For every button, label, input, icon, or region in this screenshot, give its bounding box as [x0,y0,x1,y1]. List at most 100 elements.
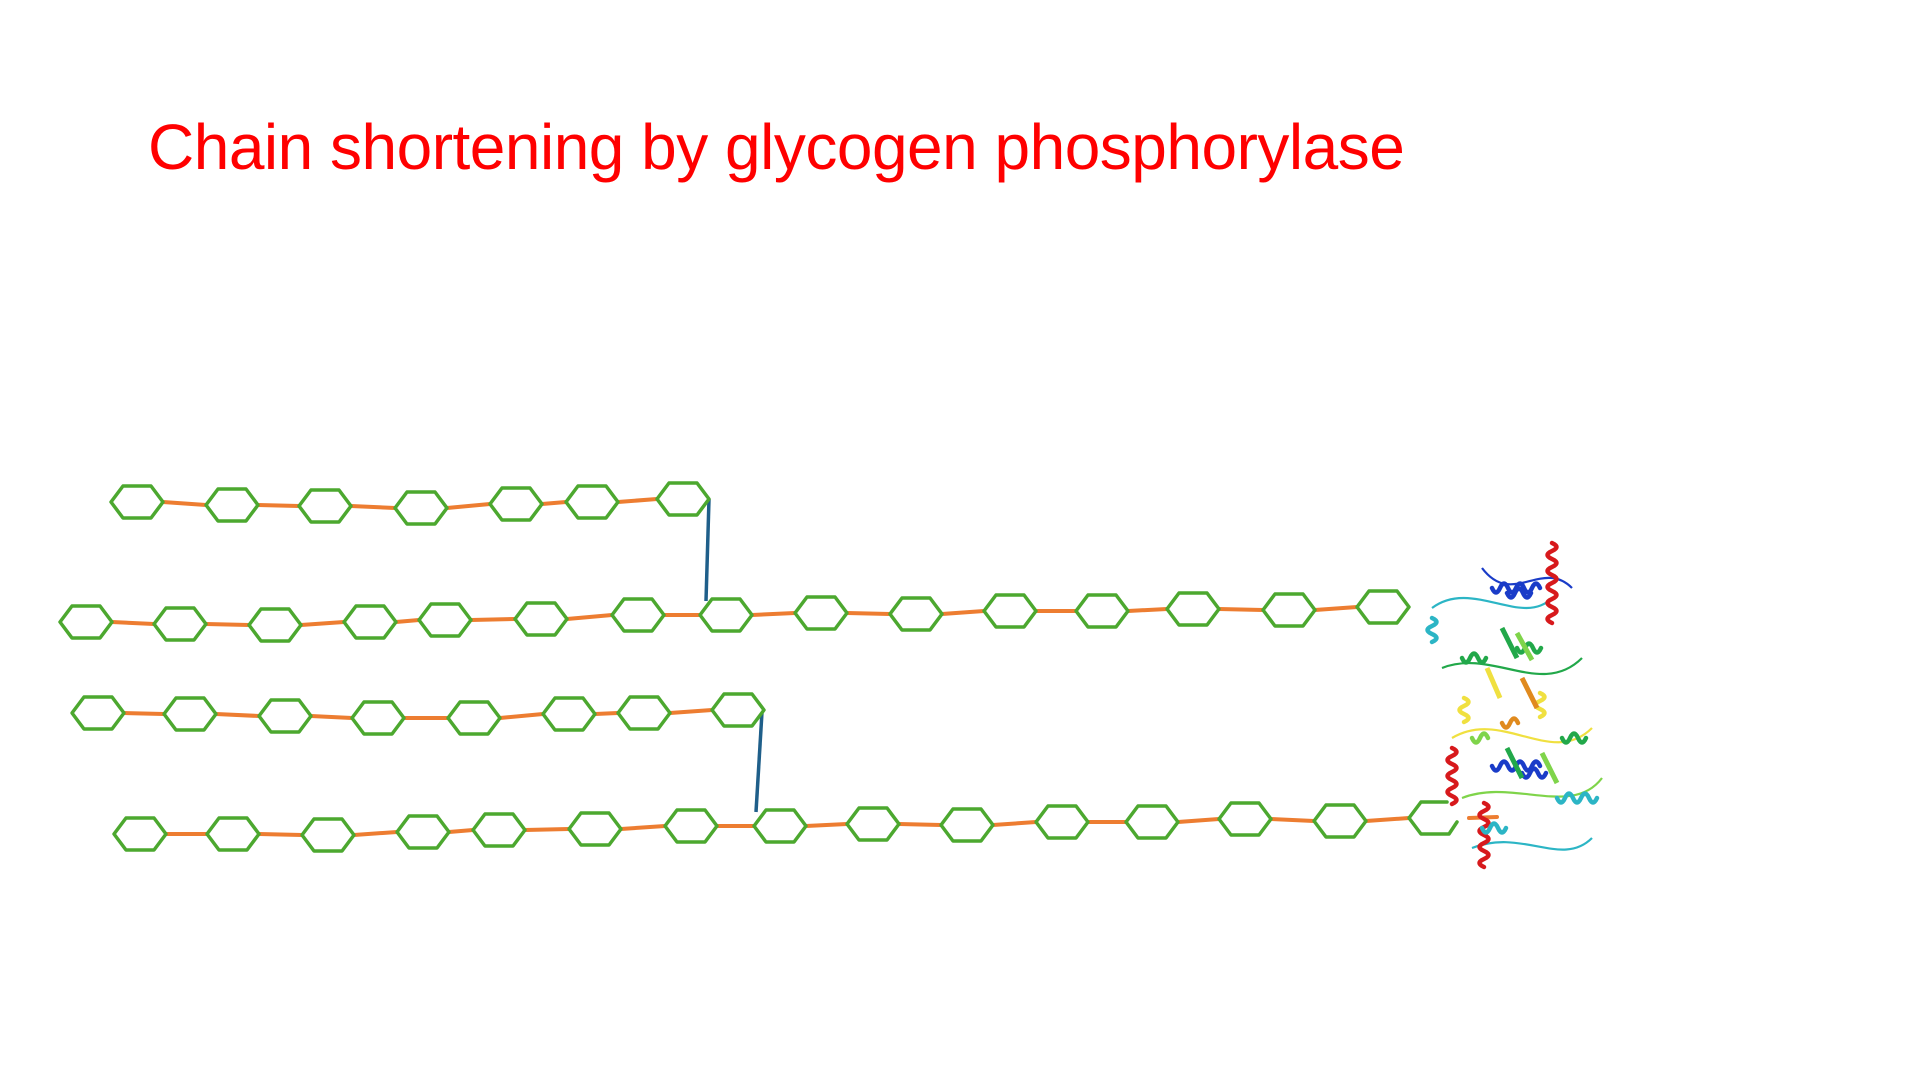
ribbon-helix [1519,766,1549,780]
branch-chain-2-glucose-unit [710,692,766,728]
main-chain-2-glucose-unit [1034,804,1090,840]
protein-ribbon-structure-icon [1425,540,1603,870]
ribbon-helix [1545,540,1559,626]
main-chain-2-glucose-unit [1124,804,1180,840]
main-chain-2-glucose-unit [663,808,719,844]
branch-chain-2-glucose-unit [162,696,218,732]
main-chain-2-glucose-unit [1312,803,1368,839]
main-chain-1-bond [469,617,517,622]
branch-chain-2-bond [498,712,545,720]
branch-chain-2-bond [309,714,354,720]
main-chain-1-glucose-unit [1355,589,1411,625]
main-chain-2-glucose-unit [300,817,356,853]
main-chain-1-glucose-unit [888,596,944,632]
main-chain-1-bond [1126,607,1169,613]
ribbon-helix [1459,651,1489,665]
ribbon-helix [1425,615,1439,645]
ribbon-helix [1514,641,1544,655]
main-chain-1-glucose-unit [247,607,303,643]
branch-chain-1-bond [349,504,397,510]
main-chain-2-bond [352,830,399,837]
ribbon-helix [1457,695,1471,725]
main-chain-2-bond [619,824,667,831]
branch-chain-2-bond [668,708,714,715]
branch-chain-1-bond [616,497,659,504]
glucose-units-layer [58,481,1459,853]
branch-chain-1-bond [256,503,301,508]
main-chain-2-glucose-unit [939,807,995,843]
branch-chain-1-bond [161,500,208,507]
main-chain-2-bond [1364,816,1411,823]
branch-chain-2-bond [122,711,166,716]
branch-chain-1-glucose-unit [297,488,353,524]
main-chain-2-bond [991,820,1038,827]
main-chain-1-bond [394,618,421,624]
branch-chain-1-glucose-unit [488,486,544,522]
branch-link-2 [754,711,764,813]
main-chain-1-glucose-unit [1074,593,1130,629]
branch-chain-1-bond [540,500,568,506]
branch-chain-1-glucose-unit [393,490,449,526]
main-chain-2-bond [804,822,849,828]
main-chain-1-bond [1313,605,1359,612]
ribbon-helix [1554,791,1600,805]
branch-chain-2-bond [593,711,620,716]
ribbon-strand [1499,626,1520,660]
ribbon-helix [1445,745,1459,807]
main-chain-1-glucose-unit [793,595,849,631]
main-chain-2-bond [523,827,571,832]
ribbon-helix [1504,586,1534,600]
main-chain-2-bond [1269,817,1316,823]
ribbon-coil [1431,596,1553,610]
main-chain-2-glucose-unit [845,806,901,842]
branch-chain-1-glucose-unit [204,487,260,523]
branch-chain-2-bond [214,712,261,718]
ribbon-strand [1504,746,1525,780]
main-chain-1-bond [110,620,156,626]
branch-link-1 [704,498,711,602]
main-chain-2-bond [257,832,304,837]
main-chain-1-glucose-unit [417,602,473,638]
ribbon-coil [1471,837,1593,851]
branch-chain-2-glucose-unit [616,695,672,731]
main-chain-2-bond [447,828,475,834]
branch-chain-1-glucose-unit [109,484,165,520]
main-chain-2-glucose-unit [395,814,451,850]
main-chain-1-bond [299,620,346,627]
branch-chain-1-glucose-unit [564,484,620,520]
main-chain-2-glucose-unit [205,816,261,852]
ribbon-strand [1514,631,1535,662]
branch-chain-2-glucose-unit [350,700,406,736]
main-chain-1-glucose-unit [513,601,569,637]
main-chain-2-glucose-unit [112,816,168,852]
main-chain-1-glucose-unit [152,606,208,642]
ribbon-helix [1477,800,1491,870]
main-chain-1-bond [845,611,892,616]
main-chain-1-glucose-unit [1261,592,1317,628]
main-chain-2-glucose-unit [567,811,623,847]
main-chain-1-bond [1217,607,1265,612]
main-chain-2-bond [1176,817,1221,824]
main-chain-1-bond [565,613,614,621]
main-chain-2-glucose-unit [471,812,527,848]
branch-chain-1-bond [445,502,492,510]
ribbon-coil [1441,657,1583,676]
main-chain-1-glucose-unit [342,604,398,640]
main-chain-1-bond [750,611,797,617]
main-chain-1-glucose-unit [1165,591,1221,627]
ribbon-strand [1539,751,1560,785]
main-chain-1-bond [204,622,251,627]
ribbon-coil [1481,567,1573,589]
bonds-layer [110,497,1499,837]
main-chain-2-bond [897,822,943,827]
main-chain-1-glucose-unit [698,597,754,633]
ribbon-helix [1499,716,1521,730]
main-chain-1-glucose-unit [58,604,114,640]
main-chain-2-glucose-unit [1217,801,1273,837]
ribbon-helix [1469,731,1491,745]
ribbon-strand [1484,667,1503,699]
ribbon-coil [1461,777,1603,800]
branch-chain-2-glucose-unit [257,698,313,734]
main-chain-1-bond [940,609,986,616]
